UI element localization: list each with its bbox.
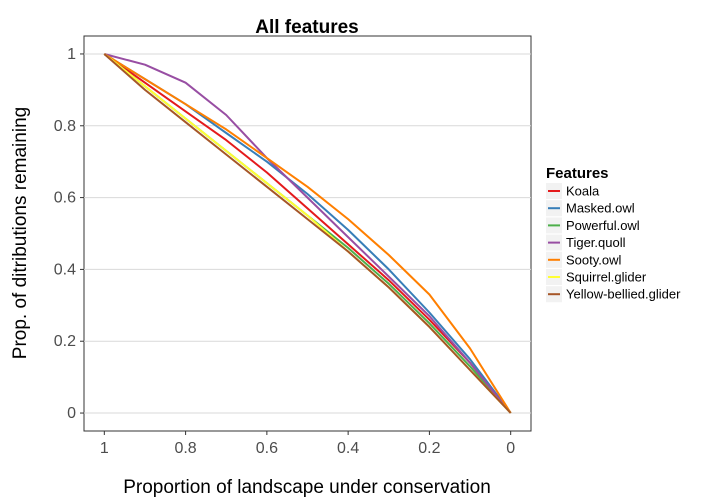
legend-item: Tiger.quoll (546, 234, 626, 251)
legend-item: Powerful.owl (546, 217, 640, 234)
series-line-sooty-owl (103, 53, 512, 414)
y-tick-label: 0 (67, 405, 76, 422)
y-tick-label: 1 (67, 46, 76, 63)
legend-label: Koala (566, 184, 600, 199)
legend-label: Yellow-bellied.glider (566, 287, 681, 302)
legend-item: Yellow-bellied.glider (546, 286, 681, 303)
legend-item: Squirrel.glider (546, 269, 647, 285)
x-tick-label: 0.6 (256, 440, 278, 457)
y-tick-label: 0.4 (54, 261, 76, 278)
y-axis-ticks: 0 0.2 0.4 0.6 0.8 1 (54, 46, 84, 422)
legend-item: Masked.owl (546, 200, 635, 217)
legend-title: Features (546, 165, 609, 182)
x-axis-title: Proportion of landscape under conservati… (123, 477, 491, 498)
legend-item: Koala (546, 183, 600, 199)
legend-label: Squirrel.glider (566, 270, 647, 285)
y-tick-label: 0.6 (54, 190, 76, 207)
legend-items: Koala Masked.owl Powerful.owl Tiger.quoll So… (546, 183, 681, 303)
y-tick-label: 0.2 (54, 333, 76, 350)
x-tick-label: 0 (506, 440, 515, 457)
legend: Features Koala Masked.owl Powerful.owl Tige… (546, 165, 681, 303)
gridlines (84, 53, 531, 414)
legend-label: Masked.owl (566, 201, 635, 216)
series-line-tiger-quoll (104, 53, 512, 414)
series-line-yellow-bellied-glider (103, 53, 512, 414)
x-tick-label: 0.4 (337, 440, 359, 457)
chart-title: All features (255, 17, 358, 38)
x-tick-label: 0.8 (174, 440, 196, 457)
series-line-koala (103, 53, 512, 414)
legend-item: Sooty.owl (546, 251, 622, 268)
legend-label: Tiger.quoll (566, 235, 626, 250)
y-tick-label: 0.8 (54, 118, 76, 135)
legend-label: Powerful.owl (566, 218, 640, 233)
legend-label: Sooty.owl (566, 252, 622, 267)
x-axis-ticks: 1 0.8 0.6 0.4 0.2 0 (100, 431, 515, 457)
series-lines (103, 53, 512, 414)
x-tick-label: 0.2 (418, 440, 440, 457)
y-axis-title: Prop. of ditributions remaining (10, 107, 31, 359)
x-tick-label: 1 (100, 440, 109, 457)
